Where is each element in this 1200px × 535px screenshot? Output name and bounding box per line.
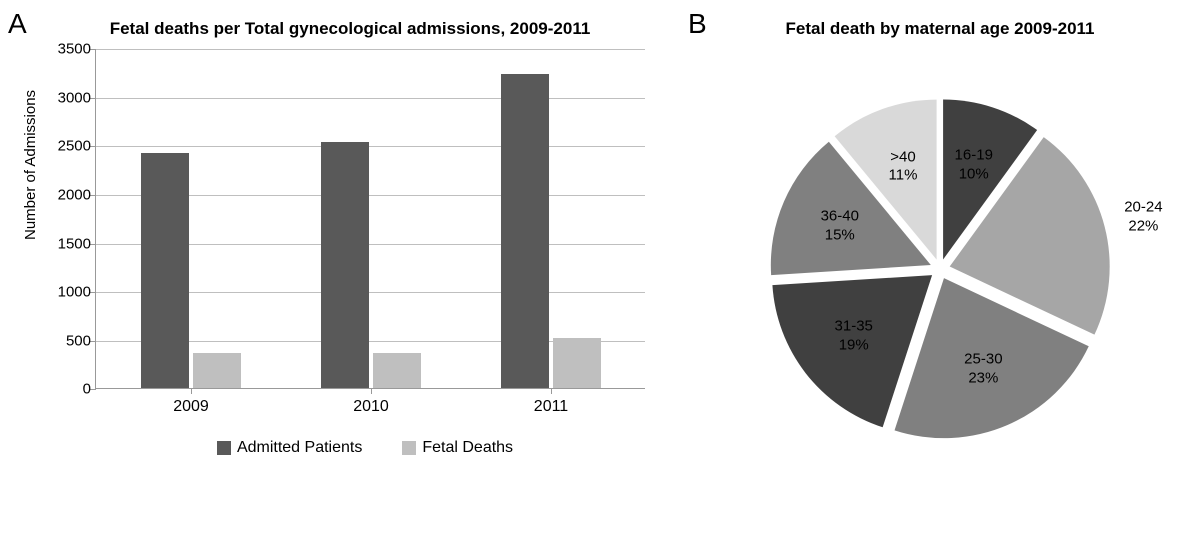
y-tick-label: 2000 (46, 186, 91, 203)
y-tick-label: 1500 (46, 235, 91, 252)
pie-slice-label: 25-3023% (964, 351, 1002, 389)
legend-item: Admitted Patients (217, 439, 362, 457)
bar-chart-title: Fetal deaths per Total gynecological adm… (60, 18, 640, 39)
y-tick-label: 1000 (46, 284, 91, 301)
x-tick-mark (371, 388, 372, 394)
legend-swatch (402, 441, 416, 455)
pie-slice-label: 20-2422% (1124, 198, 1162, 236)
y-tick-label: 0 (46, 381, 91, 398)
pie-svg (730, 59, 1150, 479)
bar (193, 353, 241, 388)
plot-area: 0500100015002000250030003500200920102011 (95, 49, 645, 389)
bar (321, 142, 369, 388)
pie-slice-label: >4011% (889, 148, 918, 186)
legend-swatch (217, 441, 231, 455)
y-tick-label: 500 (46, 332, 91, 349)
x-tick-mark (551, 388, 552, 394)
pie-slice-label: 36-4015% (821, 207, 859, 245)
bar (373, 353, 421, 388)
panel-b: B Fetal death by maternal age 2009-2011 … (680, 0, 1200, 535)
panel-a-label: A (8, 8, 27, 40)
bar (501, 74, 549, 389)
bar (141, 153, 189, 388)
panel-b-label: B (688, 8, 707, 40)
legend-item: Fetal Deaths (402, 439, 513, 457)
panel-a: A Fetal deaths per Total gynecological a… (0, 0, 680, 535)
x-tick-label: 2009 (173, 398, 209, 416)
pie-slice-label: 31-3519% (835, 317, 873, 355)
legend-label: Fetal Deaths (422, 439, 513, 457)
pie-chart: 16-1910%20-2422%25-3023%31-3519%36-4015%… (730, 59, 1150, 479)
y-tick-label: 2500 (46, 138, 91, 155)
bar-chart: 0500100015002000250030003500200920102011 (95, 49, 645, 389)
pie-slice-label: 16-1910% (955, 147, 993, 185)
pie-chart-title: Fetal death by maternal age 2009-2011 (710, 18, 1170, 39)
bar (553, 338, 601, 389)
x-tick-label: 2011 (534, 398, 568, 416)
y-tick-label: 3500 (46, 41, 91, 58)
y-tick-label: 3000 (46, 89, 91, 106)
x-tick-mark (191, 388, 192, 394)
legend-label: Admitted Patients (237, 439, 362, 457)
bar-chart-legend: Admitted Patients Fetal Deaths (50, 439, 680, 457)
x-tick-label: 2010 (353, 398, 389, 416)
y-axis-label: Number of Admissions (22, 90, 39, 240)
